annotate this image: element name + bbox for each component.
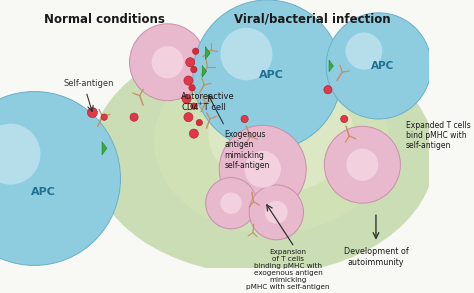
Circle shape <box>87 108 97 117</box>
Circle shape <box>189 129 199 138</box>
Circle shape <box>324 126 401 203</box>
Text: Expansion
of T cells
binding pMHC with
exogenous antigen
mimicking
pMHC with sel: Expansion of T cells binding pMHC with e… <box>246 249 330 290</box>
Ellipse shape <box>154 50 390 234</box>
Circle shape <box>219 125 306 213</box>
Text: APC: APC <box>259 70 284 80</box>
Circle shape <box>241 115 248 123</box>
Text: Autoreactive: Autoreactive <box>181 91 235 100</box>
Text: CD4: CD4 <box>181 103 199 112</box>
Text: Development of
autoimmunity: Development of autoimmunity <box>344 247 408 267</box>
Circle shape <box>129 24 206 101</box>
Text: Viral/bacterial infection: Viral/bacterial infection <box>234 13 391 26</box>
Circle shape <box>249 185 303 240</box>
Circle shape <box>184 76 193 85</box>
Circle shape <box>186 58 195 67</box>
Circle shape <box>152 46 183 79</box>
Polygon shape <box>202 66 207 77</box>
Text: +: + <box>198 101 203 106</box>
Circle shape <box>245 151 281 188</box>
Circle shape <box>0 91 120 265</box>
Circle shape <box>346 149 378 181</box>
Circle shape <box>220 193 242 214</box>
Ellipse shape <box>209 73 353 192</box>
Circle shape <box>326 13 431 119</box>
Circle shape <box>220 28 273 80</box>
Text: APC: APC <box>31 187 56 197</box>
Text: T cell: T cell <box>201 103 226 112</box>
Text: Self-antigen: Self-antigen <box>64 79 114 88</box>
Polygon shape <box>205 47 210 60</box>
Ellipse shape <box>91 37 435 275</box>
Circle shape <box>192 48 199 54</box>
Circle shape <box>130 113 138 121</box>
Circle shape <box>346 33 383 70</box>
Polygon shape <box>102 142 107 155</box>
Text: Exogenous
antigen
mimicking
self-antigen: Exogenous antigen mimicking self-antigen <box>225 130 270 170</box>
Text: Expanded T cells
bind pMHC with
self-antigen: Expanded T cells bind pMHC with self-ant… <box>406 120 471 150</box>
Circle shape <box>196 120 202 126</box>
Circle shape <box>101 114 107 120</box>
Text: Normal conditions: Normal conditions <box>44 13 164 26</box>
Circle shape <box>191 103 197 109</box>
Polygon shape <box>329 60 333 72</box>
Circle shape <box>189 85 195 91</box>
Circle shape <box>206 178 256 229</box>
Circle shape <box>191 66 197 73</box>
Circle shape <box>193 0 342 150</box>
Circle shape <box>184 113 193 122</box>
Circle shape <box>265 201 288 224</box>
Circle shape <box>182 94 191 103</box>
Text: APC: APC <box>371 61 394 71</box>
Circle shape <box>324 86 332 94</box>
Circle shape <box>0 124 40 185</box>
Circle shape <box>341 115 348 123</box>
